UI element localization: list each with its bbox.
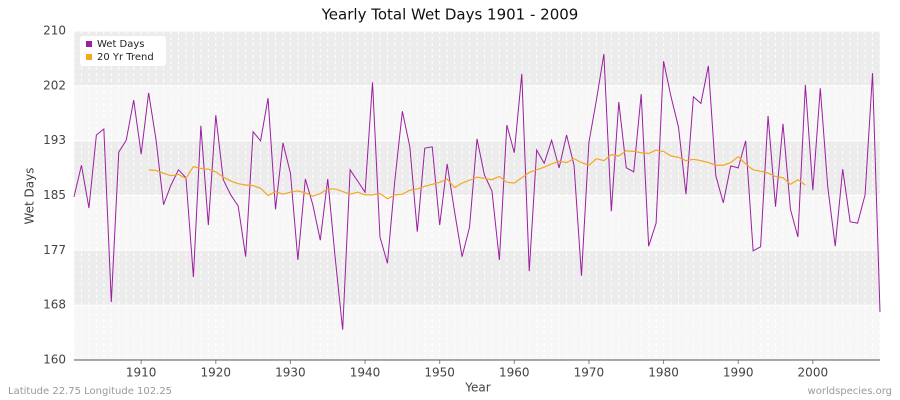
x-tick-label: 1990	[723, 366, 754, 380]
x-tick-label: 2000	[798, 366, 829, 380]
y-tick-label: 202	[43, 78, 66, 92]
y-tick-label: 160	[43, 353, 66, 367]
legend-box	[80, 36, 166, 66]
y-tick-label: 193	[43, 133, 66, 147]
x-tick-label: 1950	[424, 366, 455, 380]
legend-swatch	[86, 41, 92, 47]
x-tick-label: 1980	[648, 366, 679, 380]
grid-band	[74, 140, 880, 196]
legend-swatch	[86, 54, 92, 60]
y-axis-label: Wet Days	[23, 167, 37, 224]
x-tick-label: 1940	[350, 366, 381, 380]
x-tick-label: 1920	[201, 366, 232, 380]
x-tick-label: 1930	[275, 366, 306, 380]
series-line	[148, 149, 806, 200]
footer-left: Latitude 22.75 Longitude 102.25	[8, 386, 172, 397]
series-line	[73, 53, 881, 330]
legend-label: Wet Days	[97, 39, 145, 50]
chart-title: Yearly Total Wet Days 1901 - 2009	[321, 6, 579, 24]
y-tick-label: 210	[43, 24, 66, 38]
legend-label: 20 Yr Trend	[97, 52, 154, 63]
y-tick-label: 168	[43, 298, 66, 312]
footer-right: worldspecies.org	[808, 386, 892, 397]
y-tick-label: 177	[43, 243, 66, 257]
x-axis-label: Year	[464, 381, 490, 395]
y-tick-label: 185	[43, 188, 66, 202]
x-tick-label: 1910	[126, 366, 157, 380]
x-tick-label: 1960	[499, 366, 530, 380]
grid-band	[74, 31, 880, 86]
x-tick-label: 1970	[574, 366, 605, 380]
